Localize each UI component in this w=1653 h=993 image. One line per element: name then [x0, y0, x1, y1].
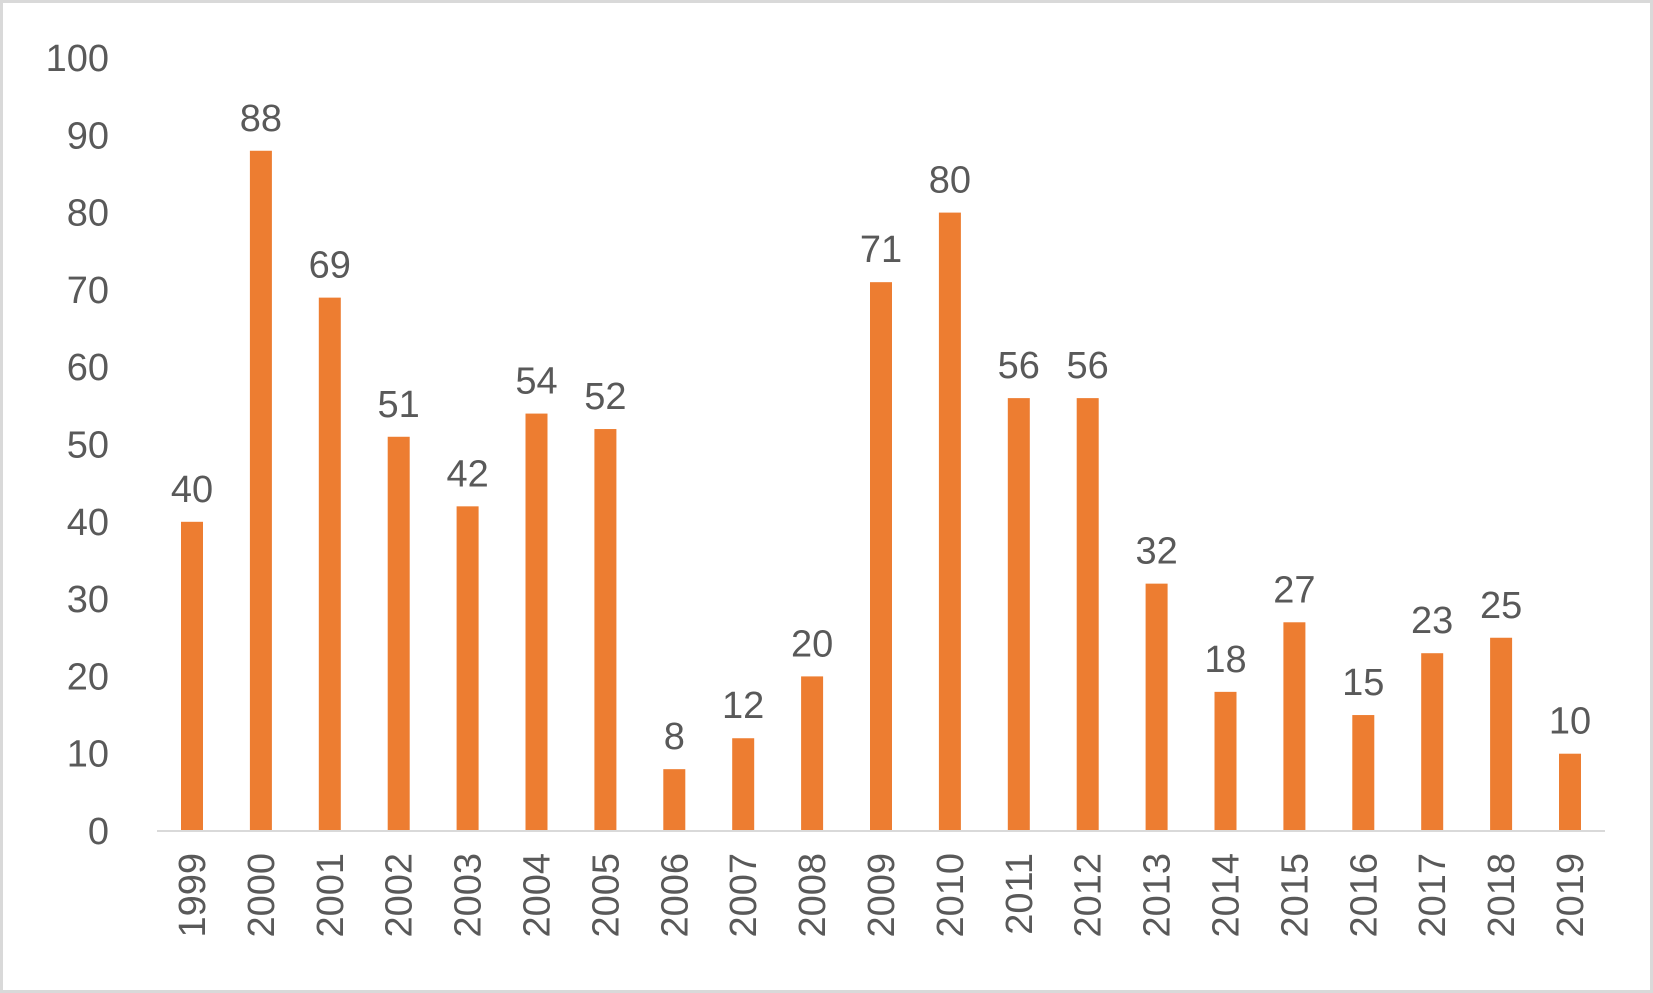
x-tick-label: 2014: [1206, 853, 1248, 938]
x-tick-label: 2006: [654, 853, 696, 938]
data-label: 27: [1273, 569, 1315, 611]
data-label: 15: [1342, 662, 1384, 704]
bar-2013: [1145, 583, 1168, 831]
x-tick-label: 2012: [1068, 853, 1110, 938]
data-label: 88: [240, 98, 282, 140]
x-tick-label: 1999: [172, 853, 214, 938]
bar-2001: [318, 297, 341, 831]
bar-2008: [801, 676, 824, 831]
data-label: 23: [1411, 600, 1453, 642]
bar-2009: [870, 282, 892, 831]
x-tick-label: 2004: [517, 853, 559, 938]
x-tick-label: 2019: [1550, 853, 1592, 938]
data-label: 20: [791, 623, 833, 665]
bar-2006: [663, 769, 686, 831]
bar-2019: [1559, 753, 1581, 831]
x-tick-label: 2003: [448, 853, 490, 938]
data-label: 10: [1549, 701, 1591, 743]
data-label: 56: [998, 345, 1040, 387]
y-tick-label: 50: [67, 425, 109, 467]
bar-2004: [525, 413, 548, 831]
x-tick-label: 2017: [1412, 853, 1454, 938]
y-tick-label: 60: [67, 347, 109, 389]
x-tick-label: 2015: [1274, 853, 1316, 938]
data-label: 25: [1480, 585, 1522, 627]
bar-2015: [1283, 622, 1306, 831]
y-tick-label: 10: [67, 734, 109, 776]
bar-2017: [1421, 653, 1444, 831]
data-label: 71: [860, 229, 902, 271]
x-tick-label: 2000: [241, 853, 283, 938]
bar-1999: [181, 521, 203, 831]
bar-2005: [594, 429, 617, 831]
data-label: 40: [171, 469, 213, 511]
data-label: 51: [378, 384, 420, 426]
bar-2014: [1214, 691, 1237, 831]
x-tick-label: 2008: [792, 853, 834, 938]
y-tick-label: 100: [46, 38, 109, 80]
y-tick-label: 70: [67, 270, 109, 312]
x-tick-label: 2001: [310, 853, 352, 938]
bar-2011: [1007, 398, 1030, 831]
x-tick-label: 2016: [1343, 853, 1385, 938]
x-tick-label: 2018: [1481, 853, 1523, 938]
bar-2010: [938, 212, 961, 832]
x-tick-label: 2009: [861, 853, 903, 938]
data-label: 42: [446, 453, 488, 495]
y-tick-label: 80: [67, 193, 109, 235]
x-tick-label: 2002: [379, 853, 421, 938]
x-tick-label: 2005: [585, 853, 627, 938]
data-label: 56: [1067, 345, 1109, 387]
bar-2012: [1076, 398, 1099, 831]
x-tick-label: 2010: [930, 853, 972, 938]
data-label: 80: [929, 160, 971, 202]
data-label: 12: [722, 685, 764, 727]
x-tick-label: 2011: [999, 853, 1041, 935]
data-label: 69: [309, 245, 351, 287]
x-tick-label: 2013: [1137, 853, 1179, 938]
data-label: 18: [1204, 639, 1246, 681]
bar-2000: [249, 150, 272, 831]
bar-2003: [456, 506, 479, 831]
bar-2007: [732, 738, 755, 831]
bar-2018: [1490, 637, 1513, 831]
data-label: 54: [515, 361, 557, 403]
y-tick-label: 40: [67, 502, 109, 544]
bar-2016: [1352, 715, 1375, 831]
data-label: 52: [584, 376, 626, 418]
y-tick-label: 0: [88, 811, 109, 853]
data-label: 8: [664, 716, 685, 758]
bar-2002: [387, 436, 410, 831]
data-label: 32: [1135, 531, 1177, 573]
y-tick-label: 90: [67, 115, 109, 157]
y-tick-label: 30: [67, 579, 109, 621]
bar-chart: 0 10 20 30 40 50 60 70 80 90 100 40 1999 88 2000 69 2001…: [46, 38, 1605, 938]
y-tick-label: 20: [67, 656, 109, 698]
x-tick-label: 2007: [723, 853, 765, 938]
